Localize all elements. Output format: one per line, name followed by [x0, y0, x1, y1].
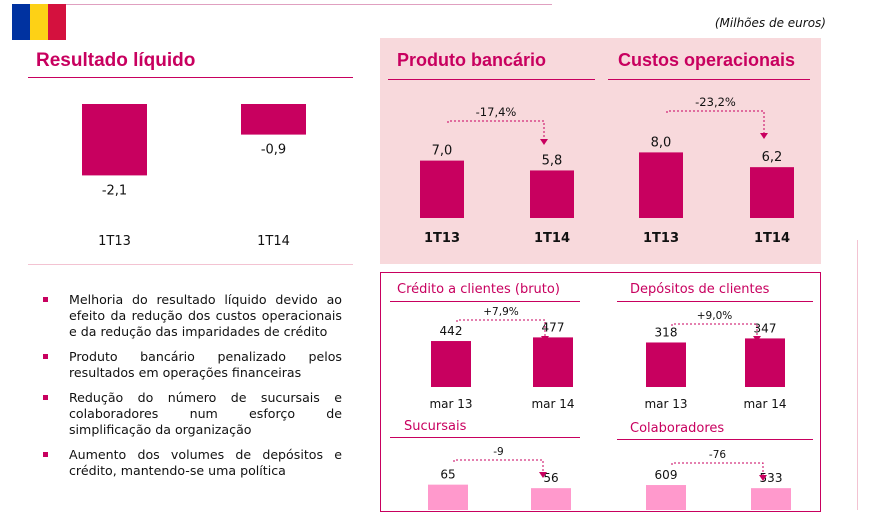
sucursais-data-label: 65	[440, 468, 455, 482]
produto-change-label: -17,4%	[476, 105, 517, 119]
depositos-bar	[646, 342, 686, 387]
credito-bar	[533, 337, 573, 387]
colaboradores-change-label: -76	[709, 449, 726, 461]
chart-resultado-liquido: -2,1 1T13 -0,9 1T14	[82, 104, 306, 249]
custos-change-arrow	[666, 110, 765, 137]
custos-data-label: 8,0	[651, 135, 672, 150]
header-rule	[66, 4, 552, 5]
colaboradores-bar	[751, 488, 791, 510]
custos-category-label: 1T13	[643, 231, 679, 246]
custos-arrowhead-icon	[760, 133, 768, 139]
resultado-bar	[82, 104, 147, 176]
sucursais-bar	[428, 484, 468, 510]
bullet-list: Melhoria do resultado líquido devido ao …	[40, 292, 342, 488]
title-depositos: Depósitos de clientes	[630, 282, 770, 297]
credito-bar	[431, 341, 471, 387]
depositos-category-label: mar 13	[644, 397, 687, 411]
credito-data-label: 442	[440, 324, 463, 338]
depositos-change-label: +9,0%	[697, 310, 732, 322]
produto-change-arrow	[447, 120, 545, 143]
custos-change-label: -23,2%	[695, 95, 736, 109]
resultado-bar	[241, 104, 306, 135]
colaboradores-arrowhead-icon	[759, 475, 767, 481]
title-colaboradores: Colaboradores	[630, 421, 725, 436]
custos-category-label: 1T14	[754, 231, 790, 246]
credito-change-label: +7,9%	[483, 306, 518, 318]
right-rule	[857, 240, 858, 510]
credito-category-label: mar 13	[429, 397, 472, 411]
resultado-category-label: 1T14	[257, 234, 290, 249]
sucursais-arrowhead-icon	[539, 472, 547, 478]
custos-bar	[750, 167, 794, 218]
title-underline	[617, 301, 813, 302]
credito-category-label: mar 14	[531, 397, 574, 411]
depositos-arrowhead-icon	[753, 336, 761, 342]
produto-category-label: 1T14	[534, 231, 570, 246]
title-underline	[617, 439, 813, 440]
colaboradores-bar	[646, 485, 686, 510]
panel-produto-custos	[380, 38, 821, 264]
custos-data-label: 6,2	[762, 150, 783, 165]
produto-arrowhead-icon	[540, 139, 548, 145]
chart-produto-custos: 7,0 1T13 5,8 1T14 -17,4% 8,0 1T13 6,2 1T14 -23,2%	[420, 95, 794, 246]
title-underline	[390, 301, 580, 302]
colaboradores-data-label: 533	[760, 471, 783, 485]
resultado-data-label: -0,9	[261, 143, 286, 158]
title-produto-bancario: Produto bancário	[397, 50, 547, 70]
credito-change-arrow	[456, 319, 546, 340]
units-note: (Milhões de euros)	[714, 16, 826, 30]
produto-data-label: 7,0	[432, 144, 453, 159]
bullet-item: Aumento dos volumes de depósitos e crédi…	[40, 447, 342, 479]
depositos-bar	[745, 338, 785, 387]
colaboradores-change-arrow	[671, 462, 764, 479]
depositos-data-label: 347	[754, 321, 777, 335]
produto-category-label: 1T13	[424, 231, 460, 246]
credito-arrowhead-icon	[541, 336, 549, 342]
sucursais-data-label: 56	[543, 471, 558, 485]
chart-volumes: 442 mar 13 477 mar 14 +7,9% 318 mar 13 347 mar 1…	[428, 306, 791, 510]
produto-bar	[420, 160, 464, 218]
produto-data-label: 5,8	[542, 153, 563, 168]
flag-stripe-yellow	[30, 4, 48, 40]
title-underline	[608, 79, 810, 80]
credito-data-label: 477	[542, 320, 565, 334]
section-divider	[28, 264, 353, 265]
produto-bar	[530, 170, 574, 218]
flag-stripe-blue	[12, 4, 30, 40]
bullet-item: Redução do número de sucursais e colabor…	[40, 390, 342, 438]
andorra-flag	[12, 4, 66, 40]
custos-bar	[639, 152, 683, 218]
sucursais-change-arrow	[453, 459, 544, 476]
depositos-category-label: mar 14	[743, 397, 786, 411]
bullet-item: Melhoria do resultado líquido devido ao …	[40, 292, 342, 340]
bullet-item: Produto bancário penalizado pelos result…	[40, 349, 342, 381]
title-custos-operacionais: Custos operacionais	[618, 50, 796, 70]
title-underline	[28, 77, 353, 78]
sucursais-bar	[531, 488, 571, 510]
title-resultado-liquido: Resultado líquido	[36, 50, 196, 71]
sucursais-change-label: -9	[493, 446, 503, 458]
resultado-category-label: 1T13	[98, 234, 131, 249]
depositos-data-label: 318	[655, 325, 678, 339]
depositos-change-arrow	[671, 323, 758, 340]
title-credito: Crédito a clientes (bruto)	[397, 282, 560, 297]
title-underline	[390, 437, 580, 438]
flag-stripe-red	[48, 4, 66, 40]
colaboradores-data-label: 609	[655, 468, 678, 482]
title-underline	[388, 79, 595, 80]
resultado-data-label: -2,1	[102, 183, 127, 198]
title-sucursais: Sucursais	[404, 419, 467, 434]
